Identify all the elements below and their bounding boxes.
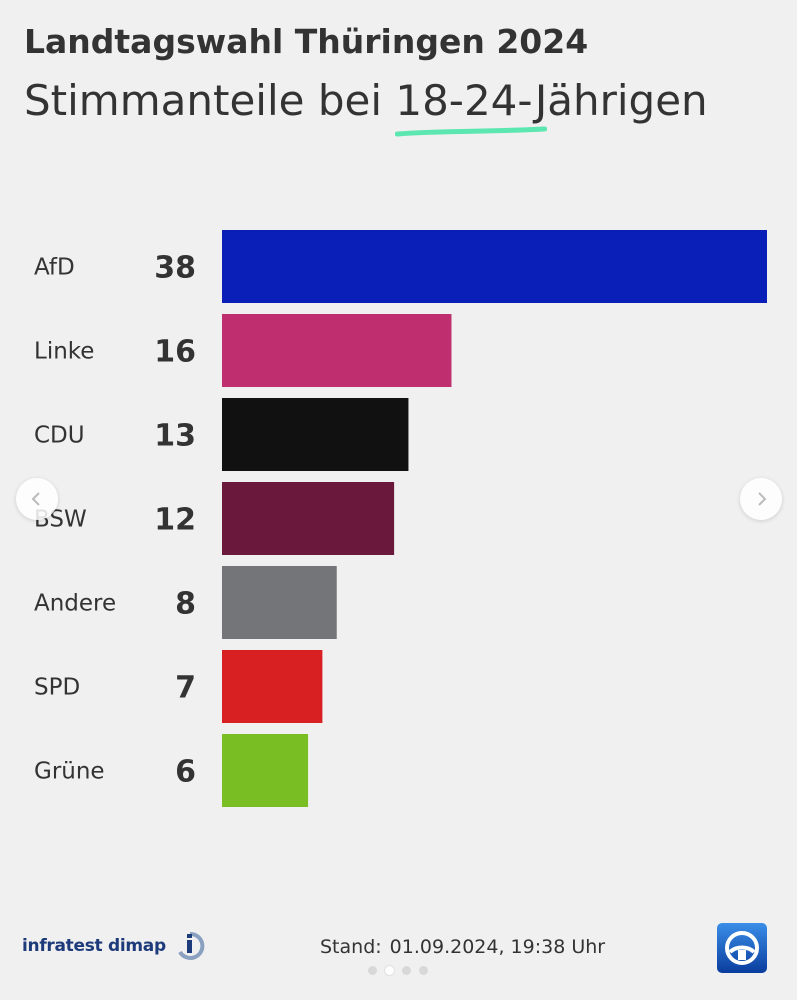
slide-dot[interactable]: [368, 966, 377, 975]
slide-dot[interactable]: [419, 966, 428, 975]
source-logo: infratest dimap: [22, 930, 206, 962]
category-label-spd: SPD: [34, 675, 80, 701]
tagesschau-logo-icon: [717, 923, 767, 973]
slide-dot[interactable]: [402, 966, 411, 975]
highlight-underline: [395, 125, 548, 141]
chart-subtitle: Stimmanteile bei 18-24-J ährigen: [24, 76, 708, 137]
category-label-cdu: CDU: [34, 423, 85, 449]
value-label-linke: 16: [154, 335, 196, 370]
value-label-grüne: 6: [175, 755, 196, 790]
subtitle-highlight: 18-24-J: [395, 76, 548, 137]
subtitle-highlight-text: 18-24-J: [395, 76, 548, 125]
subtitle-prefix: Stimmanteile bei: [24, 76, 396, 125]
value-label-andere: 8: [175, 587, 196, 622]
category-label-linke: Linke: [34, 339, 94, 365]
value-label-spd: 7: [175, 671, 196, 706]
chart-title: Landtagswahl Thüringen 2024: [24, 22, 589, 61]
bar-spd: [222, 650, 323, 723]
bar-andere: [222, 566, 337, 639]
subtitle-suffix: ährigen: [547, 76, 708, 125]
source-name: infratest dimap: [22, 936, 166, 956]
category-label-andere: Andere: [34, 591, 116, 617]
bar-afd: [222, 230, 767, 303]
bar-cdu: [222, 398, 409, 471]
value-label-bsw: 12: [154, 503, 196, 538]
stand-value: 01.09.2024, 19:38 Uhr: [389, 936, 606, 958]
category-label-grüne: Grüne: [34, 759, 105, 785]
slide-indicator[interactable]: [368, 966, 428, 975]
bar-linke: [222, 314, 452, 387]
category-label-afd: AfD: [34, 255, 75, 281]
next-slide-button[interactable]: [740, 478, 782, 520]
chevron-left-icon: [31, 492, 40, 506]
chevron-right-icon: [758, 492, 767, 506]
previous-slide-button[interactable]: [16, 478, 58, 520]
bar-grüne: [222, 734, 309, 807]
infratest-dimap-logo-icon: [178, 931, 205, 960]
slide-dot-active[interactable]: [385, 966, 394, 975]
timestamp: Stand: 01.09.2024, 19:38 Uhr: [320, 936, 605, 958]
bar-bsw: [222, 482, 395, 555]
stand-label: Stand:: [320, 936, 382, 958]
value-label-cdu: 13: [154, 419, 196, 454]
value-label-afd: 38: [154, 251, 196, 286]
